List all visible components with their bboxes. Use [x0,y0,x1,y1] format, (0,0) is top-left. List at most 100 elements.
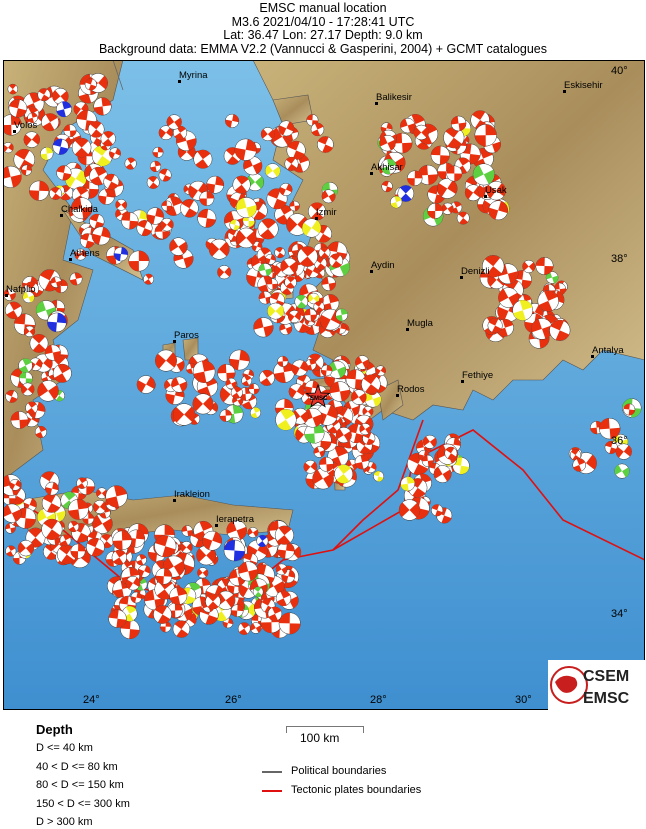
focal-mechanism-icon [284,156,299,171]
focal-mechanism-icon [9,478,22,491]
focal-mechanism-icon [160,217,174,232]
focal-mechanism-icon [120,619,140,640]
focal-mechanism-icon [280,257,298,276]
focal-mechanism-icon [267,606,283,622]
focal-mechanism-icon [23,325,36,338]
legend-title: Depth [36,722,73,737]
focal-mechanism-icon [354,454,370,470]
city-label: Volos [14,120,37,131]
focal-mechanism-icon [5,545,17,557]
focal-mechanism-icon [229,349,250,371]
city-marker [375,102,378,105]
focal-mechanism-icon [180,199,199,218]
city-label: Irakleion [174,489,210,500]
focal-mechanism-icon [274,247,286,259]
focal-mechanism-icon [320,364,333,377]
focal-mechanism-icon [52,363,72,383]
focal-mechanism-icon [124,157,137,170]
depth-legend-item: 40 < D <= 80 km [36,761,118,773]
focal-mechanism-icon [130,591,143,604]
header-location: Lat: 36.47 Lon: 27.17 Depth: 9.0 km [223,28,423,42]
focal-mechanism-icon [206,175,225,194]
city-marker [5,294,8,297]
focal-mechanism-icon [108,609,127,628]
focal-mechanism-icon [115,198,128,211]
city-label: Paros [174,330,199,341]
focal-mechanism-icon [572,458,586,472]
focal-mechanism-icon [359,423,372,436]
focal-mechanism-icon [219,409,233,422]
focal-mechanism-icon [69,272,83,286]
focal-mechanism-icon [40,147,54,161]
focal-mechanism-icon [70,197,93,220]
focal-mechanism-icon [143,273,155,285]
focal-mechanism-icon [154,535,177,558]
city-label: Ierapetra [216,514,255,525]
focal-mechanism-icon [70,543,86,559]
seismic-map[interactable]: Myrina Balikesir Eskisehir Volos Akhisar Usak… [3,60,645,710]
focal-mechanism-icon [615,443,632,460]
focal-mechanism-icon [275,590,292,607]
focal-mechanism-icon [199,190,215,207]
focal-mechanism-icon [512,299,534,321]
focal-mechanism-icon [267,302,285,320]
city-label: Akhisar [371,162,403,173]
focal-mechanism-icon [84,78,97,91]
focal-mechanism-icon [294,294,309,309]
focal-mechanism-icon [278,120,295,137]
focal-mechanism-icon [113,246,129,262]
city-marker [591,355,594,358]
focal-mechanism-icon [427,202,444,219]
header-source: Background data: EMMA V2.2 (Vannucci & G… [98,41,548,56]
focal-mechanism-icon [430,145,450,165]
focal-mechanism-icon [456,211,470,225]
focal-mechanism-icon [277,355,289,367]
focal-mechanism-icon [444,446,458,460]
focal-mechanism-icon [407,170,423,186]
event-marker[interactable]: EMSC [305,383,331,408]
city-marker [461,380,464,383]
political-boundaries [112,60,124,91]
focal-mechanism-icon [247,527,259,538]
focal-mechanism-icon [135,554,147,566]
focal-mechanism-icon [375,365,386,377]
header-event: M3.6 2021/04/10 - 17:28:41 UTC [231,14,415,29]
focal-mechanism-icon [202,530,223,551]
focal-mechanism-icon [68,499,89,520]
focal-mechanism-icon [29,334,49,353]
focal-mechanism-icon [250,622,262,634]
focal-mechanism-icon [50,276,62,288]
focal-mechanism-icon [192,393,214,415]
focal-mechanism-icon [287,310,301,323]
focal-mechanism-icon [225,113,240,128]
focal-mechanism-icon [225,377,237,390]
focal-mechanism-icon [400,476,416,492]
focal-mechanism-icon [421,454,434,467]
focal-mechanism-icon [246,173,265,192]
focal-mechanism-icon [146,207,164,225]
focal-mechanism-icon [317,136,334,153]
focal-mechanism-icon [109,147,121,160]
city-marker [315,217,318,220]
epicenter-star-icon[interactable] [305,383,331,408]
city-label: Nafplio [6,284,36,295]
focal-mechanism-icon [321,189,336,204]
city-marker [370,172,373,175]
city-label: Athens [70,248,100,259]
focal-mechanism-icon [474,124,497,147]
focal-mechanism-icon [289,200,300,212]
focal-mechanism-icon [96,487,108,499]
focal-mechanism-icon [590,420,604,435]
csem-emsc-logo: CSEM EMSC [548,660,645,710]
focal-mechanism-icon [111,549,127,566]
city-label: Aydin [371,260,395,271]
focal-mechanism-icon [17,540,35,557]
focal-mechanism-icon [288,383,305,400]
focal-mechanism-icon [237,622,251,635]
focal-mechanism-icon [443,127,465,149]
city-label: Rodos [397,384,425,395]
focal-mechanism-icon [93,97,112,116]
lat-tick: 38° [611,253,628,265]
focal-mechanism-icon [3,114,22,136]
focal-mechanism-icon [146,176,160,189]
